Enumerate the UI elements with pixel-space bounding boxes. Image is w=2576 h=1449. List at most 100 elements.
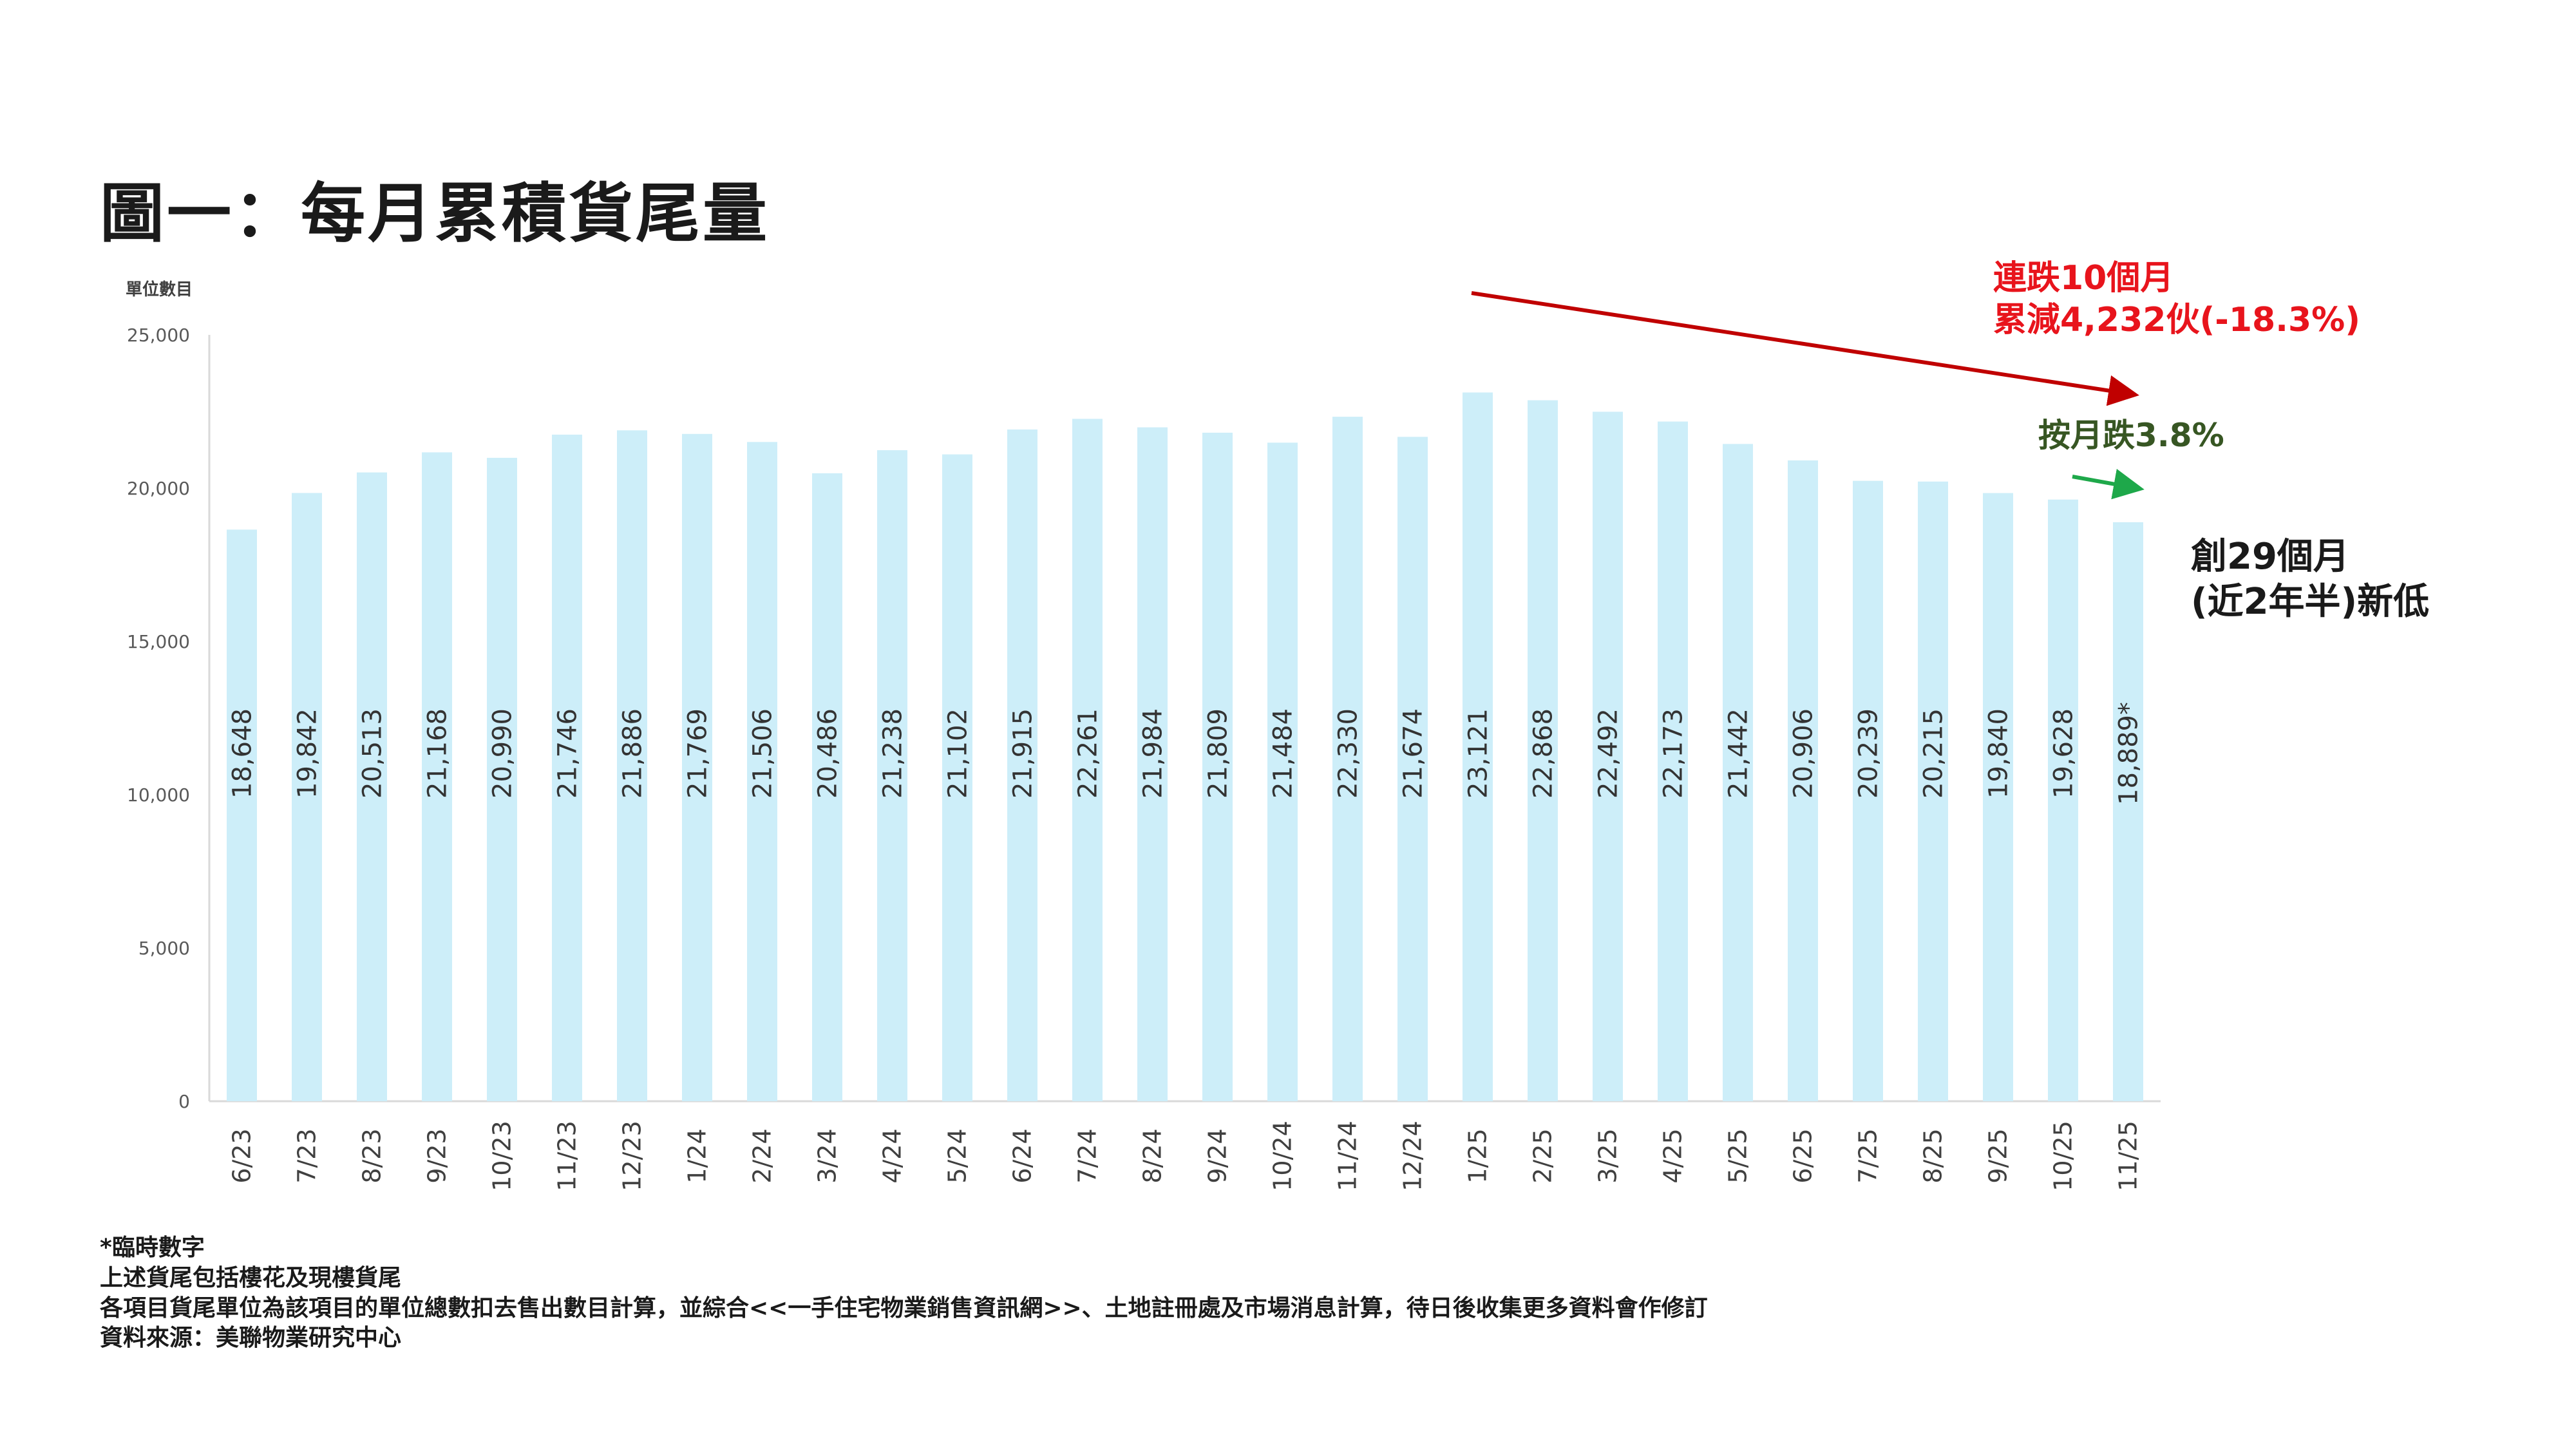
x-tick-labels: 6/23 7/23 8/23 9/23 10/23 11/23 12/23 1/24 2/24 3… [228,1121,2143,1191]
value-label: 19,840 [1984,708,2014,799]
black-annotation-line-1: 創29個月 [2191,536,2349,578]
x-tick-label: 8/23 [358,1128,386,1183]
x-tick-label: 7/24 [1074,1128,1102,1183]
value-label: 21,915 [1009,708,1038,799]
bar [1593,412,1623,1101]
x-tick-label: 6/25 [1789,1128,1817,1183]
bar [422,452,452,1101]
x-tick-label: 7/25 [1854,1128,1882,1183]
value-label: 21,238 [878,708,908,799]
bar [1983,493,2013,1101]
bar [227,529,257,1101]
value-label: 21,984 [1139,708,1168,799]
x-tick-label: 11/24 [1334,1121,1362,1191]
red-annotation-line-2: 累減4,232伙(-18.3%) [1993,301,2360,339]
x-tick-label: 10/24 [1269,1121,1297,1191]
x-tick-label: 5/24 [943,1128,972,1183]
value-label: 20,513 [358,708,388,799]
bar [682,433,712,1101]
bar [1788,460,1818,1101]
bar [292,493,322,1101]
y-tick-label: 5,000 [138,938,190,959]
value-label: 21,506 [748,708,778,799]
value-label: 21,769 [683,708,713,799]
green-annotation: 按月跌3.8% [2038,417,2224,454]
bar [487,457,517,1101]
bar [812,473,842,1101]
bar [617,430,647,1102]
bar [1007,429,1037,1102]
x-tick-label: 10/25 [2049,1121,2078,1191]
x-tick-label: 11/25 [2114,1121,2143,1191]
bar [1723,444,1753,1101]
value-label: 21,168 [423,708,453,799]
value-label: 22,492 [1594,708,1624,799]
value-label: 22,330 [1334,708,1363,799]
footnote-scope: 上述貨尾包括樓花及現樓貨尾 [100,1264,402,1291]
value-label: 22,173 [1659,708,1689,799]
value-label: 20,990 [488,708,518,799]
bar [1332,417,1363,1101]
black-annotation: 創29個月 (近2年半)新低 [2191,535,2429,625]
value-label: 21,809 [1204,708,1233,799]
value-labels: 18,648 19,842 20,513 21,168 20,990 21,746 21,8… [228,702,2144,805]
red-annotation: 連跌10個月 累減4,232伙(-18.3%) [1993,258,2360,341]
bar [1658,421,1688,1101]
x-tick-label: 3/25 [1594,1128,1622,1183]
value-label: 18,889* [2114,702,2144,805]
x-tick-label: 1/25 [1464,1128,1492,1183]
x-tick-label: 12/23 [618,1121,647,1191]
value-label: 22,261 [1074,708,1103,799]
value-label: 18,648 [228,708,258,799]
red-trend-arrow [1471,291,2139,406]
bar [1202,432,1233,1101]
y-tick-label: 10,000 [127,784,190,806]
value-label: 21,102 [943,708,973,799]
bar [2048,499,2078,1101]
black-annotation-line-2: (近2年半)新低 [2191,581,2430,623]
footnote-provisional: *臨時數字 [100,1235,205,1261]
y-tick-label: 25,000 [127,325,190,346]
bar [552,434,582,1101]
x-tick-label: 6/23 [228,1128,256,1183]
value-label: 19,842 [293,708,323,799]
bar [1267,442,1298,1101]
value-label: 21,886 [618,708,648,799]
y-axis: 0 5,000 10,000 15,000 20,000 25,000 [127,325,211,1112]
x-tick-label: 5/25 [1724,1128,1752,1183]
value-label: 21,442 [1724,708,1754,799]
footnotes: *臨時數字 上述貨尾包括樓花及現樓貨尾 各項目貨尾單位為該項目的單位總數扣去售出… [100,1233,1708,1354]
bar [1137,427,1168,1102]
x-tick-label: 9/25 [1984,1128,2012,1183]
footnote-source: 資料來源：美聯物業研究中心 [100,1325,402,1352]
x-tick-label: 9/23 [423,1128,451,1183]
x-tick-label: 3/24 [813,1128,842,1183]
y-tick-label: 15,000 [127,631,190,652]
value-label: 21,746 [553,708,583,799]
x-tick-label: 11/23 [553,1121,582,1191]
bar [1397,437,1428,1101]
bar [747,442,777,1101]
bar [357,472,387,1101]
bar [1072,419,1103,1101]
x-tick-label: 2/24 [748,1128,777,1183]
value-label: 20,486 [813,708,843,799]
x-tick-label: 8/25 [1919,1128,1947,1183]
x-tick-label: 2/25 [1529,1128,1557,1183]
x-tick-label: 7/23 [293,1128,321,1183]
x-tick-label: 10/23 [488,1121,516,1191]
x-tick-label: 4/25 [1659,1128,1687,1183]
value-label: 23,121 [1464,708,1493,799]
bar [2113,522,2143,1101]
chart-title: 圖一：每月累積貨尾量 [100,176,770,251]
y-tick-label: 0 [178,1091,190,1112]
y-tick-label: 20,000 [127,478,190,499]
green-trend-arrow [2072,469,2145,500]
red-annotation-line-1: 連跌10個月 [1993,259,2174,298]
bars [227,392,2143,1102]
footnote-method: 各項目貨尾單位為該項目的單位總數扣去售出數目計算，並綜合<<一手住宅物業銷售資訊… [100,1294,1708,1321]
bar [1853,480,1883,1101]
value-label: 20,239 [1854,708,1884,799]
x-tick-label: 9/24 [1204,1128,1232,1183]
